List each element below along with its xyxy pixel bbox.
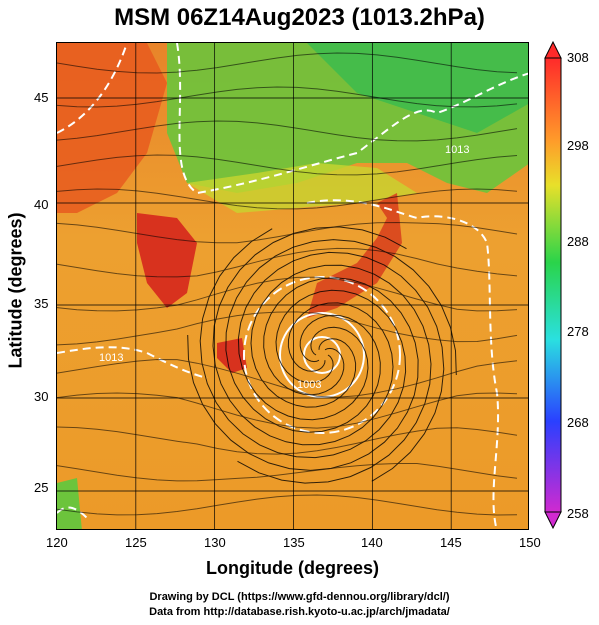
y-tick-label: 25 xyxy=(34,480,49,495)
credit-drawing: Drawing by DCL (https://www.gfd-dennou.o… xyxy=(149,591,450,603)
credits: Drawing by DCL (https://www.gfd-dennou.o… xyxy=(0,590,599,620)
y-axis-label: Latitude (degrees) xyxy=(5,212,26,369)
x-tick-label: 140 xyxy=(361,535,383,550)
x-axis-label: Longitude (degrees) xyxy=(205,558,379,578)
wind-streamlines xyxy=(57,52,518,516)
isobar-label: 1013 xyxy=(445,144,469,156)
map-panel: 1013 1013 1003 xyxy=(56,42,529,530)
colorbar-label: 288 xyxy=(567,234,589,249)
y-tick-label: 30 xyxy=(34,389,49,404)
colorbar: 308 298 288 278 268 258 xyxy=(541,40,591,530)
colorbar-label: 268 xyxy=(567,415,589,430)
cool-region-north-core xyxy=(307,43,528,133)
isobar-contours xyxy=(57,43,528,529)
colorbar-label: 308 xyxy=(567,50,589,65)
x-tick-label: 120 xyxy=(46,535,68,550)
y-tick-label: 35 xyxy=(34,296,49,311)
hot-region-kyushu xyxy=(217,338,247,373)
isobar-label: 1013 xyxy=(99,352,123,364)
x-tick-label: 145 xyxy=(440,535,462,550)
colorbar-label: 278 xyxy=(567,324,589,339)
x-tick-label: 125 xyxy=(125,535,147,550)
chart-title: MSM 06Z14Aug2023 (1013.2hPa) xyxy=(114,4,485,31)
colorbar-label: 298 xyxy=(567,138,589,153)
hot-region-honshu xyxy=(307,193,402,318)
colorbar-graphic xyxy=(544,40,562,530)
x-tick-label: 150 xyxy=(519,535,541,550)
y-tick-label: 40 xyxy=(34,197,49,212)
temperature-streamline-map: 1013 1013 1003 xyxy=(57,43,528,529)
x-tick-label: 135 xyxy=(283,535,305,550)
colorbar-ramp xyxy=(544,57,562,513)
hot-region-korea xyxy=(137,213,197,308)
typhoon-isobars xyxy=(243,276,401,434)
x-tick-label: 130 xyxy=(204,535,226,550)
isobar-label: 1003 xyxy=(297,379,321,391)
colorbar-label: 258 xyxy=(567,506,589,521)
lat-lon-grid xyxy=(57,43,528,529)
y-tick-label: 45 xyxy=(34,90,49,105)
hot-region-northwest xyxy=(57,43,167,213)
credit-data: Data from http://database.rish.kyoto-u.a… xyxy=(149,606,450,618)
transition-yellow-band xyxy=(187,163,417,213)
colorbar-min-arrow xyxy=(544,511,562,530)
colorbar-max-arrow xyxy=(544,40,562,59)
